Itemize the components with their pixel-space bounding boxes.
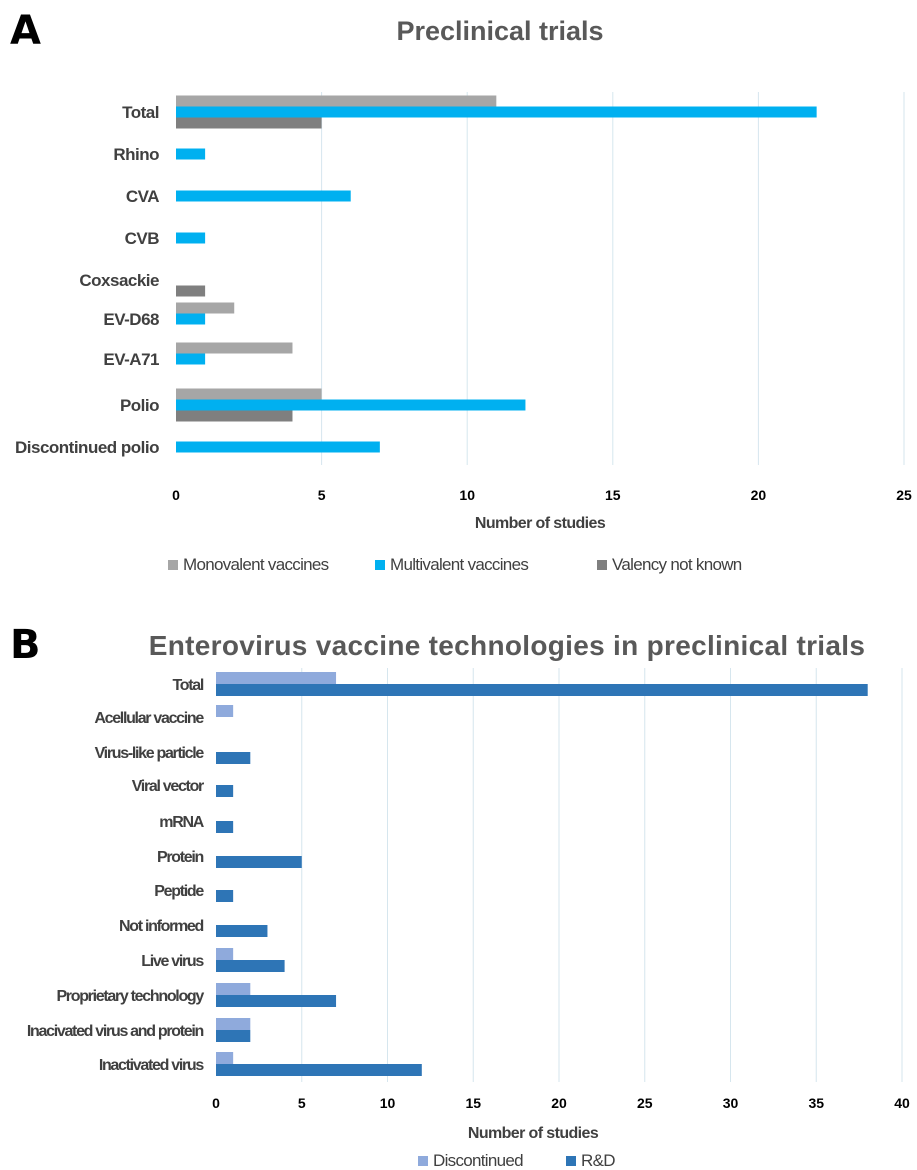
bar-multivalent-vaccines-total: [176, 106, 817, 118]
bar-r-d-total: [216, 684, 868, 696]
bar-r-d-mrna: [216, 821, 234, 833]
category-label-total: Total: [122, 103, 159, 122]
bar-r-d-viral-vector: [216, 785, 234, 797]
panel-letter-b: B: [10, 622, 41, 668]
category-label-inactivated-virus: Inactivated virus: [99, 1057, 205, 1074]
legend-swatch-r-d: [566, 1156, 576, 1166]
legend-label-multivalent-vaccines: Multivalent vaccines: [390, 555, 528, 574]
bar-discontinued-inactivated-virus: [216, 1052, 234, 1064]
category-label-cva: CVA: [126, 187, 159, 206]
bar-discontinued-live-virus: [216, 948, 234, 960]
bar-discontinued-acellular-vaccine: [216, 705, 234, 717]
tick-label-35: 35: [808, 1095, 824, 1111]
tick-label-20: 20: [751, 487, 767, 503]
bar-monovalent-vaccines-ev-a71: [176, 342, 293, 354]
legend-label-r-d: R&D: [581, 1151, 615, 1170]
bar-multivalent-vaccines-polio: [176, 399, 526, 411]
chart-vaccine-technologies: Enterovirus vaccine technologies in prec…: [27, 630, 910, 1170]
panel-letter-a: A: [10, 8, 41, 54]
category-label-coxsackie: Coxsackie: [79, 271, 159, 290]
bar-monovalent-vaccines-polio: [176, 388, 322, 400]
legend-swatch-valency-not-known: [597, 560, 607, 570]
bar-valency-not-known-total: [176, 117, 322, 129]
tick-label-25: 25: [637, 1095, 653, 1111]
bar-multivalent-vaccines-cvb: [176, 232, 206, 244]
bar-multivalent-vaccines-discontinued-polio: [176, 441, 380, 453]
tick-label-25: 25: [896, 487, 912, 503]
legend-swatch-monovalent-vaccines: [168, 560, 178, 570]
bar-multivalent-vaccines-cva: [176, 190, 351, 202]
bar-multivalent-vaccines-ev-a71: [176, 353, 206, 365]
bar-valency-not-known-coxsackie: [176, 285, 206, 297]
chart-title: Enterovirus vaccine technologies in prec…: [149, 630, 865, 661]
bar-r-d-virus-like-particle: [216, 752, 251, 764]
category-label-inacivated-virus-and-protein: Inacivated virus and protein: [27, 1023, 204, 1040]
bar-r-d-protein: [216, 856, 302, 868]
category-label-ev-d68: EV-D68: [103, 310, 159, 329]
bar-discontinued-total: [216, 672, 337, 684]
tick-label-5: 5: [318, 487, 326, 503]
category-label-discontinued-polio: Discontinued polio: [15, 438, 159, 457]
bar-multivalent-vaccines-rhino: [176, 148, 206, 160]
tick-label-10: 10: [380, 1095, 396, 1111]
bar-discontinued-proprietary-technology: [216, 983, 251, 995]
legend-label-discontinued: Discontinued: [433, 1151, 523, 1170]
category-label-total: Total: [172, 677, 203, 694]
legend-swatch-discontinued: [418, 1156, 428, 1166]
category-label-peptide: Peptide: [154, 883, 204, 900]
category-label-not-informed: Not informed: [119, 918, 203, 935]
bar-valency-not-known-polio: [176, 410, 293, 422]
bar-r-d-inactivated-virus: [216, 1064, 422, 1076]
tick-label-10: 10: [459, 487, 475, 503]
legend-label-valency-not-known: Valency not known: [612, 555, 742, 574]
category-label-cvb: CVB: [125, 229, 160, 248]
chart-title: Preclinical trials: [396, 16, 603, 46]
tick-label-5: 5: [298, 1095, 306, 1111]
tick-label-30: 30: [723, 1095, 739, 1111]
category-label-acellular-vaccine: Acellular vaccine: [94, 710, 204, 727]
category-label-viral-vector: Viral vector: [132, 778, 204, 795]
tick-label-40: 40: [894, 1095, 910, 1111]
legend-swatch-multivalent-vaccines: [375, 560, 385, 570]
legend-label-monovalent-vaccines: Monovalent vaccines: [183, 555, 329, 574]
bar-r-d-peptide: [216, 890, 234, 902]
category-label-polio: Polio: [120, 396, 159, 415]
bar-discontinued-inacivated-virus-and-protein: [216, 1018, 251, 1030]
bar-monovalent-vaccines-ev-d68: [176, 302, 235, 314]
category-label-protein: Protein: [157, 849, 204, 866]
bar-r-d-not-informed: [216, 925, 268, 937]
bar-monovalent-vaccines-total: [176, 95, 497, 107]
category-label-rhino: Rhino: [113, 145, 159, 164]
category-label-virus-like-particle: Virus-like particle: [95, 745, 205, 762]
bar-r-d-proprietary-technology: [216, 995, 337, 1007]
chart-preclinical-trials: Preclinical trials Total Rhino CVA CVB Coxsac…: [15, 16, 912, 574]
tick-label-0: 0: [172, 487, 180, 503]
bar-r-d-live-virus: [216, 960, 285, 972]
tick-label-15: 15: [465, 1095, 481, 1111]
category-label-mrna: mRNA: [159, 814, 204, 831]
x-axis-title: Number of studies: [475, 515, 606, 532]
category-label-proprietary-technology: Proprietary technology: [56, 988, 204, 1005]
category-label-live-virus: Live virus: [141, 953, 204, 970]
tick-label-0: 0: [212, 1095, 220, 1111]
tick-label-15: 15: [605, 487, 621, 503]
bar-multivalent-vaccines-ev-d68: [176, 313, 206, 325]
bar-r-d-inacivated-virus-and-protein: [216, 1030, 251, 1042]
category-label-ev-a71: EV-A71: [103, 350, 159, 369]
x-axis-title: Number of studies: [468, 1125, 599, 1142]
tick-label-20: 20: [551, 1095, 567, 1111]
